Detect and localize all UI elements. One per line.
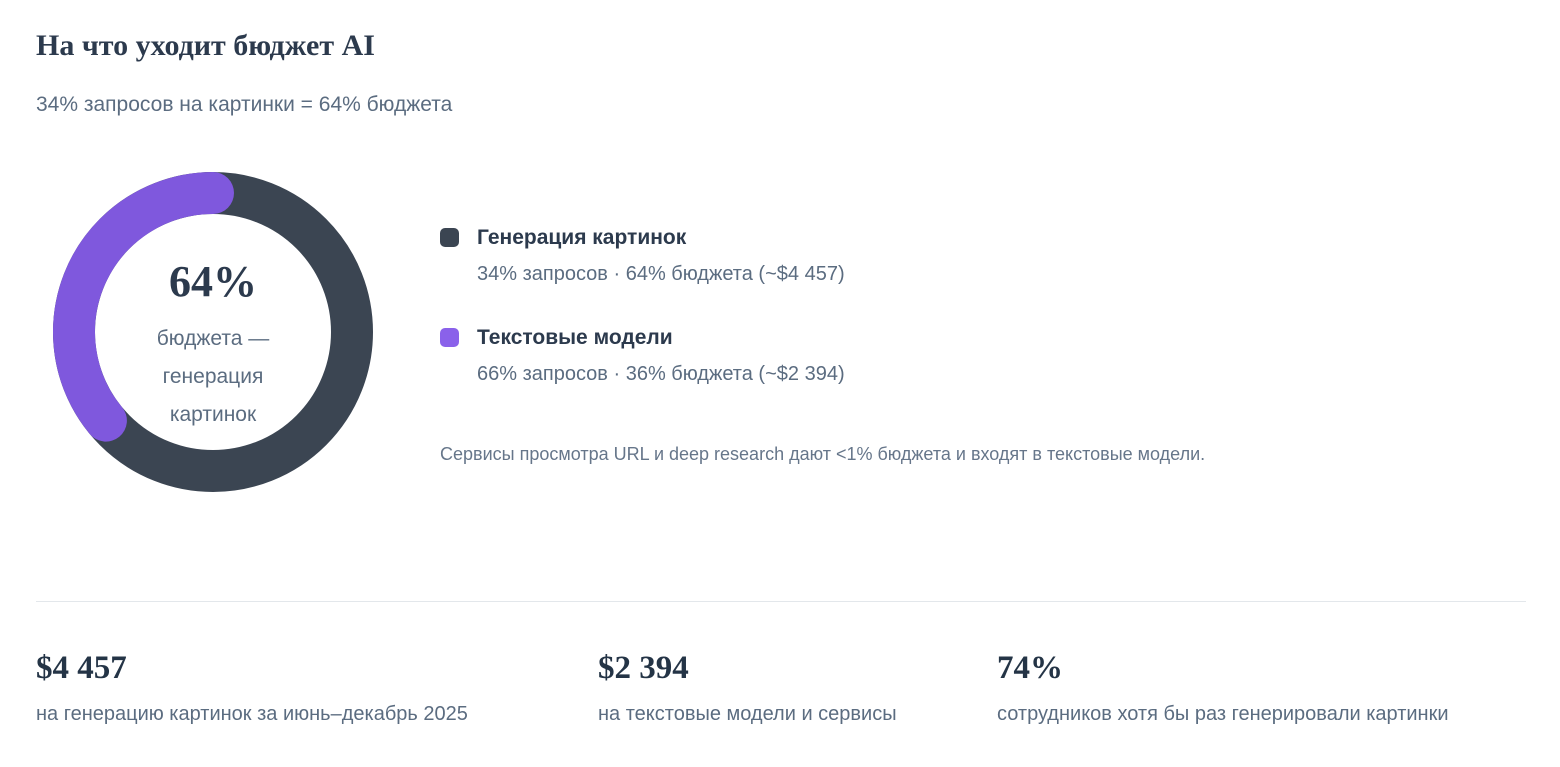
stat-value: $2 394 bbox=[598, 650, 689, 686]
legend-label: Генерация картинок bbox=[477, 226, 687, 249]
donut-caption-line: генерация bbox=[162, 365, 264, 388]
donut-center-label: 64% бюджета — генерация картинок bbox=[53, 172, 373, 492]
legend-detail: 34% запросов · 64% бюджета (~$4 457) bbox=[477, 263, 845, 285]
legend-item-body: Генерация картинок 34% запросов · 64% бю… bbox=[477, 224, 845, 288]
divider bbox=[36, 601, 1526, 602]
legend-swatch-purple bbox=[440, 328, 459, 347]
stat-caption: на текстовые модели и сервисы bbox=[598, 703, 897, 725]
legend-item-body: Текстовые модели 66% запросов · 36% бюдж… bbox=[477, 324, 845, 388]
legend-footnote: Сервисы просмотра URL и deep research да… bbox=[440, 444, 1206, 464]
stat-caption: на генерацию картинок за июнь–декабрь 20… bbox=[36, 703, 468, 725]
stat-value: $4 457 bbox=[36, 650, 127, 686]
donut-caption-line: бюджета — bbox=[156, 327, 270, 350]
donut-caption-line: картинок bbox=[169, 403, 257, 426]
stat-employees-share: 74% сотрудников хотя бы раз генерировали… bbox=[997, 648, 1524, 727]
donut-segment-text-models bbox=[53, 172, 234, 442]
stat-images-spend: $4 457 на генерацию картинок за июнь–дек… bbox=[36, 648, 598, 727]
page-subtitle: 34% запросов на картинки = 64% бюджета bbox=[36, 93, 453, 116]
page-title: На что уходит бюджет AI bbox=[36, 29, 375, 62]
stat-value: 74% bbox=[997, 650, 1063, 686]
donut-chart: 64% бюджета — генерация картинок bbox=[53, 172, 373, 492]
stat-text-spend: $2 394 на текстовые модели и сервисы bbox=[598, 648, 997, 727]
legend-swatch-dark bbox=[440, 228, 459, 247]
header: На что уходит бюджет AI 34% запросов на … bbox=[0, 0, 1560, 118]
legend: Генерация картинок 34% запросов · 64% бю… bbox=[440, 172, 1205, 466]
donut-svg bbox=[53, 172, 373, 492]
stats-row: $4 457 на генерацию картинок за июнь–дек… bbox=[0, 648, 1560, 727]
stat-caption: сотрудников хотя бы раз генерировали кар… bbox=[997, 703, 1449, 725]
legend-item-text-models: Текстовые модели 66% запросов · 36% бюдж… bbox=[440, 324, 1205, 388]
donut-center-value: 64% bbox=[169, 257, 257, 306]
legend-item-images: Генерация картинок 34% запросов · 64% бю… bbox=[440, 224, 1205, 288]
legend-label: Текстовые модели bbox=[477, 326, 673, 349]
donut-center-caption: бюджета — генерация картинок bbox=[157, 320, 270, 434]
legend-detail: 66% запросов · 36% бюджета (~$2 394) bbox=[477, 363, 845, 385]
chart-section: 64% бюджета — генерация картинок Генерац… bbox=[0, 172, 1560, 492]
